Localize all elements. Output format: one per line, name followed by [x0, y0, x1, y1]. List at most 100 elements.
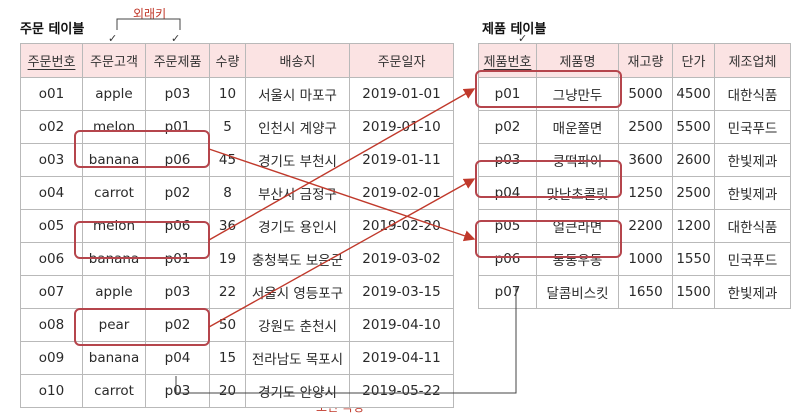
order-id-cell: o08 [20, 308, 83, 342]
product-cell: p03 [145, 374, 210, 408]
table-row: o01 apple p03 10 서울시 마포구 2019-01-01 [20, 77, 454, 111]
product-cell: p02 [145, 308, 210, 342]
customer-cell: melon [82, 209, 146, 243]
products-col-stock: 재고량 [618, 43, 673, 78]
orders-col-quantity: 수량 [209, 43, 246, 78]
address-cell: 인천시 계양구 [245, 110, 350, 144]
products-table-title: 제품 테이블 [482, 22, 547, 37]
product-name-cell: 얼큰라면 [536, 209, 619, 243]
product-name-cell: 맛난초콜릿 [536, 176, 619, 210]
product-cell-highlighted: p04 [145, 341, 210, 375]
orders-col-order-id: 주문번호 [20, 43, 83, 78]
product-name-cell: 통통우동 [536, 242, 619, 276]
products-col-name: 제품명 [536, 43, 619, 78]
address-cell: 부산시 금정구 [245, 176, 350, 210]
maker-cell: 대한식품 [714, 209, 791, 243]
price-cell: 1500 [672, 275, 715, 309]
customer-cell: apple [82, 77, 146, 111]
order-id-cell: o07 [20, 275, 83, 309]
table-row: o02 melon p01 5 인천시 계양구 2019-01-10 [20, 110, 454, 144]
order-id-cell: o06 [20, 242, 83, 276]
orders-col-date: 주문일자 [349, 43, 454, 78]
stock-cell: 1250 [618, 176, 673, 210]
quantity-cell: 15 [209, 341, 246, 375]
product-id-cell-highlighted: p04 [478, 176, 537, 210]
product-id-cell: p03 [478, 143, 537, 177]
address-cell: 충청북도 보은군 [245, 242, 350, 276]
products-header-row: 제품번호 제품명 재고량 단가 제조업체 [478, 43, 791, 78]
quantity-cell: 19 [209, 242, 246, 276]
price-cell: 1200 [672, 209, 715, 243]
table-row: o03 banana p06 45 경기도 부천시 2019-01-11 [20, 143, 454, 177]
table-row: o05 melon p06 36 경기도 용인시 2019-02-20 [20, 209, 454, 243]
date-cell: 2019-04-10 [349, 308, 454, 342]
products-table: 제품번호 제품명 재고량 단가 제조업체 p01 그냥만두 5000 4500 … [478, 43, 791, 309]
date-cell: 2019-01-01 [349, 77, 454, 111]
maker-cell: 한빛제과 [714, 275, 791, 309]
table-row: p06 통통우동 1000 1550 민국푸드 [478, 242, 791, 276]
quantity-cell: 50 [209, 308, 246, 342]
foreign-key-label: 외래키 [133, 7, 167, 21]
order-id-cell: o09 [20, 341, 83, 375]
maker-cell: 대한식품 [714, 77, 791, 111]
table-row: p07 달콤비스킷 1650 1500 한빛제과 [478, 275, 791, 309]
quantity-cell: 5 [209, 110, 246, 144]
customer-cell: banana [82, 242, 146, 276]
price-cell: 5500 [672, 110, 715, 144]
product-cell: p02 [145, 176, 210, 210]
address-cell: 경기도 안양시 [245, 374, 350, 408]
table-row: p02 매운쫄면 2500 5500 민국푸드 [478, 110, 791, 144]
table-row: p01 그냥만두 5000 4500 대한식품 [478, 77, 791, 111]
primary-key-tick-product: ✓ [518, 32, 528, 45]
stock-cell: 1000 [618, 242, 673, 276]
product-id-cell-highlighted: p01 [478, 77, 537, 111]
orders-col-product: 주문제품 [145, 43, 210, 78]
orders-table: 주문번호 주문고객 주문제품 수량 배송지 주문일자 o01 apple p03… [20, 43, 454, 408]
stock-cell: 3600 [618, 143, 673, 177]
foreign-key-tick-customer: ✓ [108, 32, 118, 45]
quantity-cell: 45 [209, 143, 246, 177]
table-row: o09 banana p04 15 전라남도 목포시 2019-04-11 [20, 341, 454, 375]
orders-col-customer: 주문고객 [82, 43, 146, 78]
address-cell: 서울시 영등포구 [245, 275, 350, 309]
product-cell: p03 [145, 275, 210, 309]
customer-cell: melon [82, 110, 146, 144]
order-id-cell: o10 [20, 374, 83, 408]
quantity-cell: 20 [209, 374, 246, 408]
date-cell: 2019-02-20 [349, 209, 454, 243]
price-cell: 1550 [672, 242, 715, 276]
date-cell: 2019-01-10 [349, 110, 454, 144]
date-cell: 2019-05-22 [349, 374, 454, 408]
maker-cell: 한빛제과 [714, 143, 791, 177]
order-id-cell: o01 [20, 77, 83, 111]
foreign-key-tick-product: ✓ [171, 32, 181, 45]
price-cell: 4500 [672, 77, 715, 111]
address-cell: 서울시 마포구 [245, 77, 350, 111]
customer-cell: banana [82, 341, 146, 375]
customer-cell: carrot [82, 176, 146, 210]
customer-cell: apple [82, 275, 146, 309]
date-cell: 2019-01-11 [349, 143, 454, 177]
customer-cell: carrot [82, 374, 146, 408]
price-cell: 2500 [672, 176, 715, 210]
product-id-cell: p05 [478, 209, 537, 243]
product-name-cell: 매운쫄면 [536, 110, 619, 144]
date-cell: 2019-03-02 [349, 242, 454, 276]
orders-col-address: 배송지 [245, 43, 350, 78]
product-name-cell: 쿵떡파이 [536, 143, 619, 177]
maker-cell: 한빛제과 [714, 176, 791, 210]
date-cell: 2019-03-15 [349, 275, 454, 309]
table-row: o08 pear p02 50 강원도 춘천시 2019-04-10 [20, 308, 454, 342]
order-id-cell: o04 [20, 176, 83, 210]
stock-cell: 2500 [618, 110, 673, 144]
table-row: p04 맛난초콜릿 1250 2500 한빛제과 [478, 176, 791, 210]
table-row: o06 banana p01 19 충청북도 보은군 2019-03-02 [20, 242, 454, 276]
customer-cell: pear [82, 308, 146, 342]
address-cell: 전라남도 목포시 [245, 341, 350, 375]
stock-cell: 5000 [618, 77, 673, 111]
orders-header-row: 주문번호 주문고객 주문제품 수량 배송지 주문일자 [20, 43, 454, 78]
product-cell-highlighted: p01 [145, 242, 210, 276]
customer-cell: banana [82, 143, 146, 177]
product-name-cell: 그냥만두 [536, 77, 619, 111]
product-name-cell: 달콤비스킷 [536, 275, 619, 309]
